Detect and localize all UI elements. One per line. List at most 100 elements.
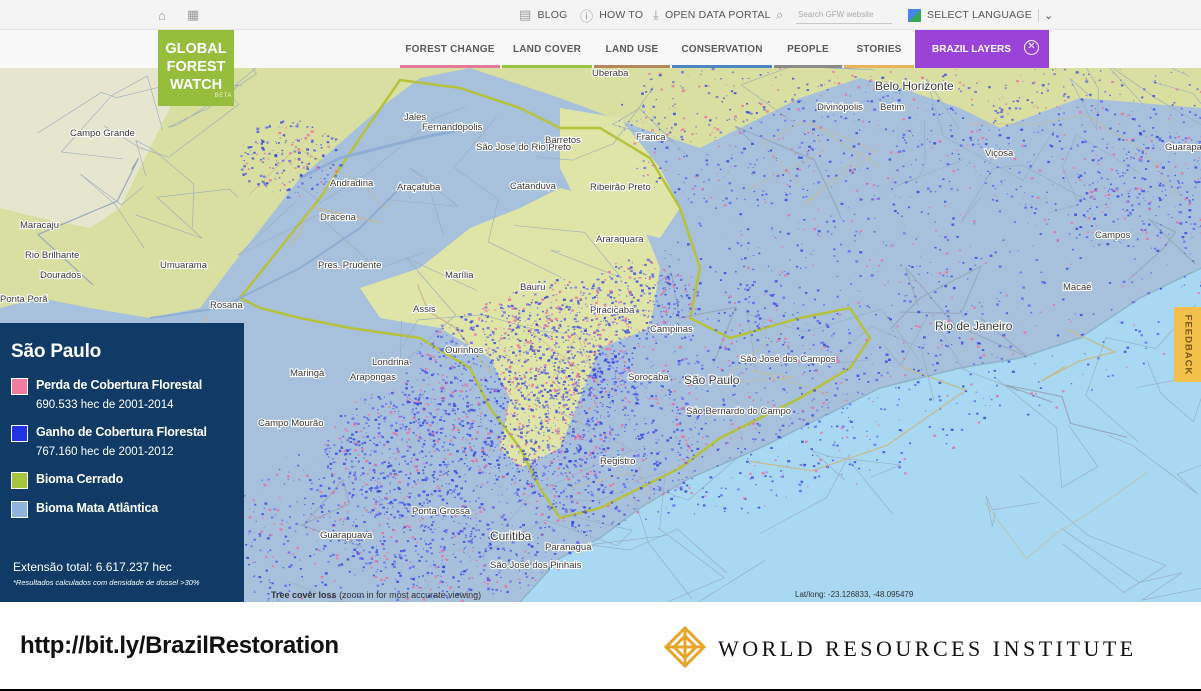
forest-gain-pixel <box>707 92 711 95</box>
forest-gain-pixel <box>555 506 557 508</box>
forest-gain-pixel <box>509 384 512 386</box>
forest-gain-pixel <box>836 313 839 315</box>
forest-gain-pixel <box>974 256 978 259</box>
forest-gain-pixel <box>586 351 588 353</box>
forest-gain-pixel <box>657 122 661 125</box>
forest-gain-pixel <box>403 393 407 396</box>
forest-gain-pixel <box>688 304 690 306</box>
forest-gain-pixel <box>720 487 723 489</box>
forest-gain-pixel <box>1175 132 1177 134</box>
forest-gain-pixel <box>523 397 527 400</box>
forest-gain-pixel <box>1130 214 1132 216</box>
map-road <box>985 496 1040 527</box>
forest-gain-pixel <box>301 182 304 185</box>
forest-gain-pixel <box>496 390 500 393</box>
forest-gain-pixel <box>1185 145 1188 147</box>
forest-gain-pixel <box>921 346 924 349</box>
forest-gain-pixel <box>568 362 571 364</box>
forest-gain-pixel <box>688 438 690 439</box>
forest-gain-pixel <box>297 464 300 467</box>
forest-gain-pixel <box>616 322 618 325</box>
forest-gain-pixel <box>669 391 672 393</box>
forest-gain-pixel <box>908 388 911 391</box>
forest-gain-pixel <box>573 333 576 335</box>
forest-gain-pixel <box>1138 192 1141 195</box>
forest-gain-pixel <box>1116 195 1120 198</box>
forest-gain-pixel <box>636 386 639 388</box>
forest-gain-pixel <box>758 317 762 320</box>
forest-gain-pixel <box>800 156 803 159</box>
forest-gain-pixel <box>658 74 662 77</box>
forest-gain-pixel <box>415 420 418 422</box>
forest-gain-pixel <box>866 100 869 103</box>
forest-gain-pixel <box>742 358 746 362</box>
forest-gain-pixel <box>443 546 446 548</box>
forest-gain-pixel <box>401 423 404 425</box>
forest-gain-pixel <box>728 201 732 205</box>
forest-gain-pixel <box>915 181 918 183</box>
forest-gain-pixel <box>376 553 379 556</box>
forest-gain-pixel <box>749 463 751 464</box>
forest-gain-pixel <box>276 172 279 175</box>
forest-gain-pixel <box>772 400 774 402</box>
forest-gain-pixel <box>439 474 441 476</box>
forest-gain-pixel <box>436 414 438 415</box>
forest-gain-pixel <box>703 197 705 199</box>
forest-gain-pixel <box>681 397 684 400</box>
forest-gain-pixel <box>492 592 495 595</box>
forest-gain-pixel <box>805 423 808 426</box>
forest-gain-pixel <box>1063 86 1065 88</box>
forest-gain-pixel <box>595 410 597 411</box>
forest-gain-pixel <box>604 436 608 439</box>
forest-gain-pixel <box>458 522 460 524</box>
forest-gain-pixel <box>261 180 263 182</box>
forest-gain-pixel <box>523 453 527 456</box>
forest-gain-pixel <box>775 160 777 161</box>
forest-gain-pixel <box>1171 104 1174 106</box>
forest-gain-pixel <box>256 130 260 133</box>
forest-gain-pixel <box>1098 172 1101 174</box>
forest-gain-pixel <box>812 401 814 403</box>
forest-gain-pixel <box>1142 130 1146 133</box>
forest-gain-pixel <box>546 391 550 394</box>
map-road <box>718 324 832 395</box>
forest-gain-pixel <box>928 375 930 377</box>
forest-gain-pixel <box>666 308 667 310</box>
forest-gain-pixel <box>899 93 901 95</box>
forest-gain-pixel <box>296 123 299 125</box>
forest-gain-pixel <box>375 551 378 554</box>
forest-gain-pixel <box>1109 127 1112 130</box>
forest-gain-pixel <box>1051 133 1054 136</box>
forest-gain-pixel <box>1126 169 1129 171</box>
map-road <box>812 450 901 481</box>
forest-gain-pixel <box>681 296 683 298</box>
forest-gain-pixel <box>478 551 481 554</box>
forest-gain-pixel <box>573 453 576 455</box>
forest-gain-pixel <box>635 423 638 426</box>
forest-gain-pixel <box>483 555 485 557</box>
map-canvas[interactable]: Uberaba Belo Horizonte Betim Divinópolis Cam… <box>0 68 1201 602</box>
forest-gain-pixel <box>495 574 498 576</box>
forest-gain-pixel <box>776 341 778 343</box>
forest-gain-pixel <box>476 566 478 567</box>
forest-gain-pixel <box>902 149 906 153</box>
forest-gain-pixel <box>620 373 622 375</box>
forest-gain-pixel <box>664 457 667 459</box>
forest-gain-pixel <box>1041 281 1045 284</box>
forest-gain-pixel <box>586 440 588 441</box>
forest-gain-pixel <box>378 416 380 418</box>
forest-gain-pixel <box>618 353 620 355</box>
map-river <box>299 126 471 180</box>
forest-gain-pixel <box>414 550 417 552</box>
forest-gain-pixel <box>422 472 425 474</box>
forest-gain-pixel <box>488 437 491 439</box>
forest-gain-pixel <box>667 491 670 493</box>
forest-gain-pixel <box>1079 199 1082 202</box>
forest-gain-pixel <box>661 293 664 295</box>
forest-gain-pixel <box>827 175 830 178</box>
forest-gain-pixel <box>819 140 821 142</box>
forest-gain-pixel <box>1006 295 1008 297</box>
forest-gain-pixel <box>272 150 274 151</box>
forest-gain-pixel <box>536 307 539 309</box>
